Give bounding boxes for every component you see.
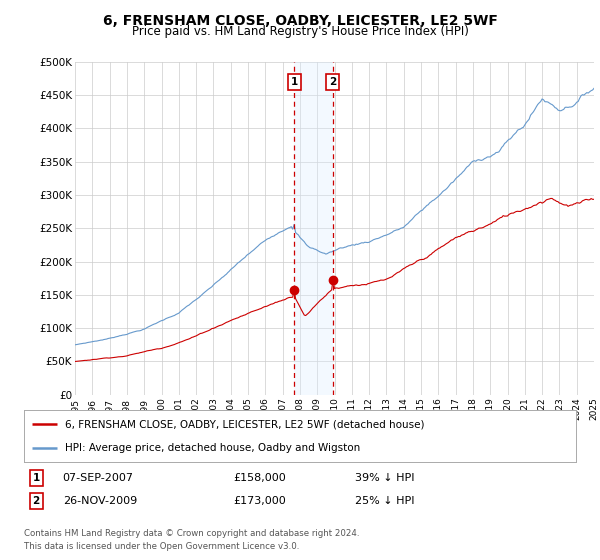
Text: £173,000: £173,000 <box>234 496 287 506</box>
Text: 2: 2 <box>329 77 337 87</box>
Text: 1: 1 <box>291 77 298 87</box>
Text: £158,000: £158,000 <box>234 473 287 483</box>
Text: 07-SEP-2007: 07-SEP-2007 <box>62 473 134 483</box>
Text: 1: 1 <box>32 473 40 483</box>
Text: 26-NOV-2009: 26-NOV-2009 <box>62 496 137 506</box>
Text: 39% ↓ HPI: 39% ↓ HPI <box>355 473 415 483</box>
Text: Contains HM Land Registry data © Crown copyright and database right 2024.: Contains HM Land Registry data © Crown c… <box>24 529 359 538</box>
Text: 2: 2 <box>32 496 40 506</box>
Text: 25% ↓ HPI: 25% ↓ HPI <box>355 496 415 506</box>
Text: 6, FRENSHAM CLOSE, OADBY, LEICESTER, LE2 5WF (detached house): 6, FRENSHAM CLOSE, OADBY, LEICESTER, LE2… <box>65 419 425 430</box>
Text: 6, FRENSHAM CLOSE, OADBY, LEICESTER, LE2 5WF: 6, FRENSHAM CLOSE, OADBY, LEICESTER, LE2… <box>103 14 497 28</box>
Bar <box>295 62 333 395</box>
Text: This data is licensed under the Open Government Licence v3.0.: This data is licensed under the Open Gov… <box>24 542 299 550</box>
Text: HPI: Average price, detached house, Oadby and Wigston: HPI: Average price, detached house, Oadb… <box>65 443 361 453</box>
Text: Price paid vs. HM Land Registry's House Price Index (HPI): Price paid vs. HM Land Registry's House … <box>131 25 469 38</box>
